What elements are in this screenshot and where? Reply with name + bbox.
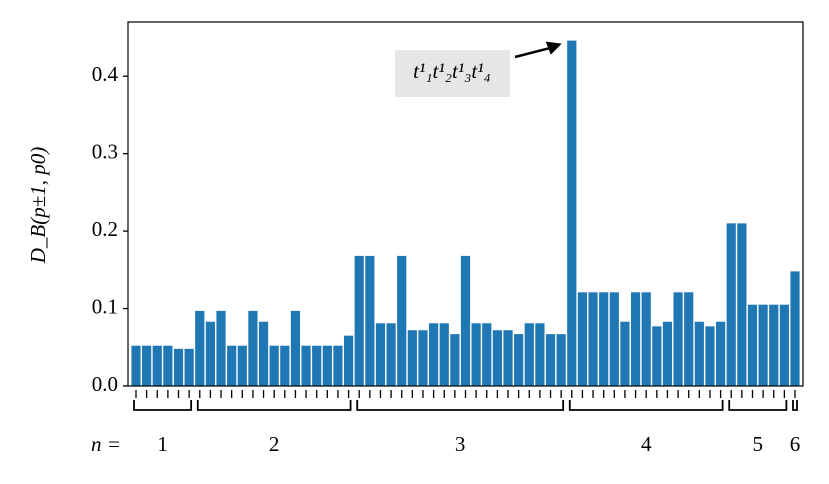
y-tick-label: 0.1	[92, 294, 118, 318]
group-bracket	[196, 400, 352, 411]
y-tick-label: 0.2	[92, 217, 118, 241]
group-label: 5	[753, 432, 764, 456]
bar	[354, 255, 364, 386]
bar	[216, 310, 226, 386]
bar	[577, 292, 588, 386]
bar	[471, 323, 481, 386]
bar	[630, 292, 641, 386]
y-tick-label: 0.0	[92, 372, 118, 396]
bar	[439, 323, 449, 386]
bar	[386, 323, 396, 386]
bar	[429, 323, 439, 386]
bar	[450, 334, 460, 386]
bar	[641, 292, 651, 386]
bar	[790, 271, 800, 386]
plot-frame	[127, 21, 804, 387]
bar	[248, 310, 258, 386]
bar	[173, 348, 184, 386]
group-bracket	[356, 400, 565, 411]
bar	[237, 345, 247, 386]
bar	[747, 304, 758, 386]
bar	[620, 321, 630, 386]
bar	[588, 292, 598, 386]
arrow-head	[545, 41, 562, 55]
group-prefix: n =	[91, 432, 121, 456]
group-label: 4	[641, 432, 652, 456]
bar	[365, 255, 375, 386]
bar	[705, 326, 715, 386]
bar	[131, 345, 141, 386]
bar	[152, 345, 162, 386]
bar	[673, 292, 683, 386]
bar	[684, 292, 694, 386]
y-axis-label: D_B(p±1, p0)	[26, 147, 50, 265]
bar	[407, 330, 417, 386]
bar	[556, 334, 566, 386]
bar	[545, 334, 556, 386]
annotation-box	[395, 50, 510, 97]
bar	[715, 321, 726, 386]
bar	[142, 345, 152, 386]
bar	[322, 345, 332, 386]
group-label: 3	[455, 432, 466, 456]
bar	[205, 321, 216, 386]
bar	[280, 345, 290, 386]
bar	[599, 292, 609, 386]
y-tick-label: 0.3	[92, 139, 118, 163]
y-tick-label: 0.4	[92, 62, 119, 86]
bar	[290, 310, 301, 386]
bar	[482, 323, 492, 386]
bar	[184, 348, 194, 386]
bar	[769, 304, 779, 386]
bar	[163, 345, 173, 386]
annotation: t¹₁t¹₂t¹₃t¹₄	[413, 59, 491, 83]
annotation-arrow	[514, 46, 553, 59]
bar	[492, 330, 502, 386]
bar	[227, 345, 237, 386]
group-bracket	[728, 400, 788, 411]
bar	[375, 323, 386, 386]
group-label: 2	[269, 432, 280, 456]
group-bracket	[568, 400, 724, 411]
bar	[195, 310, 205, 386]
bar	[418, 330, 428, 386]
bar	[779, 304, 789, 386]
bar	[343, 335, 354, 386]
bar	[333, 345, 343, 386]
bar	[524, 323, 534, 386]
bar	[662, 321, 673, 386]
bar	[514, 334, 524, 386]
bar	[652, 326, 662, 386]
bar	[609, 292, 619, 386]
group-label: 6	[790, 432, 801, 456]
bar	[567, 40, 577, 387]
group-bracket	[792, 400, 798, 411]
bar	[535, 323, 545, 386]
bar	[694, 321, 704, 386]
bar	[460, 255, 471, 386]
group-label: 1	[157, 432, 168, 456]
group-bracket	[133, 400, 193, 411]
bar	[269, 345, 279, 386]
bar	[301, 345, 311, 386]
bar	[258, 321, 269, 386]
bar	[758, 304, 768, 386]
bar	[503, 330, 513, 386]
bar	[737, 223, 747, 386]
bar	[397, 255, 407, 386]
bar	[726, 223, 736, 386]
bar	[312, 345, 322, 386]
